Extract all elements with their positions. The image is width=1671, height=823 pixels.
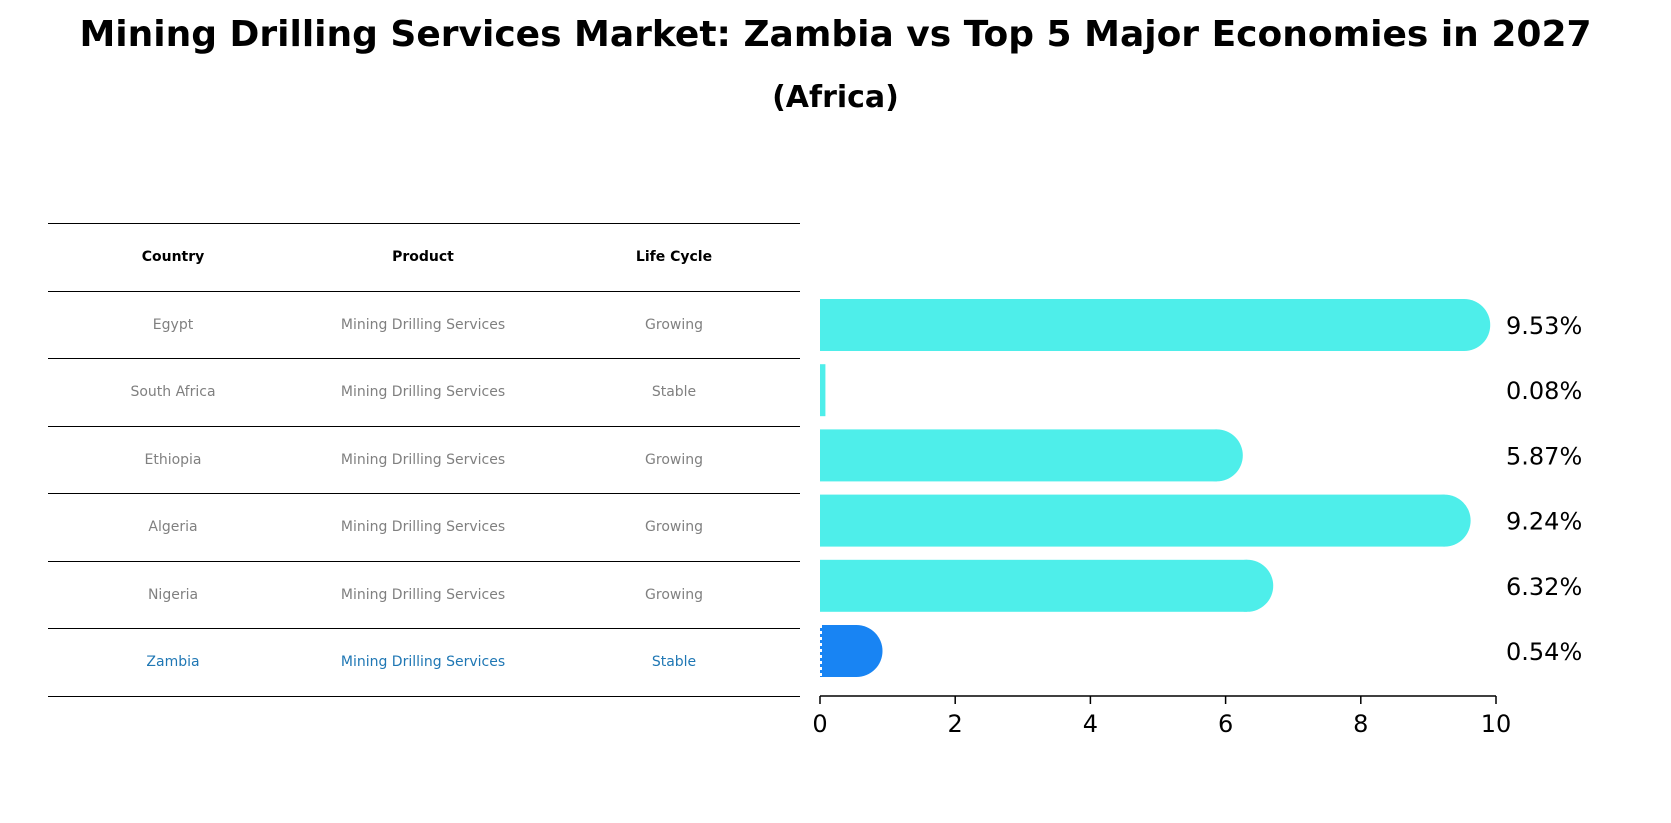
cell-country: Zambia bbox=[146, 654, 200, 671]
x-tick-label: 4 bbox=[1083, 710, 1098, 738]
cell-product: Mining Drilling Services bbox=[340, 451, 506, 468]
x-tick-label: 10 bbox=[1481, 710, 1512, 738]
bar-ethiopia bbox=[820, 429, 1243, 482]
bar-cap bbox=[830, 625, 883, 677]
value-label: 0.54% bbox=[1506, 638, 1582, 666]
table-row: Algeria Mining Drilling Services Growing bbox=[48, 493, 800, 561]
cell-country: Ethiopia bbox=[144, 451, 202, 468]
cell-life-cycle: Stable bbox=[651, 654, 697, 671]
bar-cap bbox=[1221, 559, 1274, 612]
table-row-highlight: Zambia Mining Drilling Services Stable bbox=[48, 628, 800, 697]
cell-country: South Africa bbox=[130, 384, 216, 401]
header-product: Product bbox=[392, 249, 454, 266]
cell-country: Egypt bbox=[152, 316, 194, 333]
table-row: Nigeria Mining Drilling Services Growing bbox=[48, 560, 800, 629]
cell-life-cycle: Growing bbox=[645, 451, 703, 468]
bar-body bbox=[820, 364, 826, 417]
bar-cap bbox=[1438, 299, 1491, 351]
value-label: 9.53% bbox=[1506, 312, 1582, 340]
table-row: Ethiopia Mining Drilling Services Growin… bbox=[48, 425, 800, 494]
table-row: South Africa Mining Drilling Services St… bbox=[48, 358, 800, 426]
cell-product: Mining Drilling Services bbox=[340, 586, 506, 603]
bar-cap bbox=[1190, 429, 1243, 482]
value-label: 6.32% bbox=[1506, 573, 1582, 601]
cell-country: Algeria bbox=[148, 519, 198, 536]
bar-egypt bbox=[820, 299, 1491, 351]
table-header-row: Country Product Life Cycle bbox=[48, 223, 800, 291]
x-tick-label: 2 bbox=[948, 710, 963, 738]
cell-life-cycle: Growing bbox=[645, 586, 703, 603]
cell-product: Mining Drilling Services bbox=[340, 316, 506, 333]
x-tick-label: 6 bbox=[1218, 710, 1233, 738]
bar-body bbox=[820, 559, 1248, 612]
chart-title: Mining Drilling Services Market: Zambia … bbox=[79, 14, 1592, 55]
bar-body bbox=[820, 299, 1465, 351]
bar-algeria bbox=[820, 494, 1471, 547]
x-tick-label: 8 bbox=[1353, 710, 1368, 738]
bar-nigeria bbox=[820, 559, 1274, 612]
cell-product: Mining Drilling Services bbox=[340, 384, 506, 401]
bar-zambia bbox=[820, 625, 883, 677]
value-label: 0.08% bbox=[1506, 377, 1582, 405]
table-row: Egypt Mining Drilling Services Growing bbox=[48, 290, 800, 359]
bar-south-africa bbox=[820, 364, 826, 417]
value-label: 9.24% bbox=[1506, 508, 1582, 536]
cell-life-cycle: Growing bbox=[645, 316, 703, 333]
cell-product: Mining Drilling Services bbox=[340, 519, 506, 536]
bar-body bbox=[820, 429, 1217, 482]
value-label: 5.87% bbox=[1506, 442, 1582, 470]
bar-cap bbox=[1418, 494, 1471, 547]
chart-subtitle: (Africa) bbox=[772, 80, 899, 115]
comparison-table: Country Product Life Cycle Egypt Mining … bbox=[48, 223, 800, 697]
header-country: Country bbox=[141, 249, 205, 266]
x-tick-label: 0 bbox=[812, 710, 827, 738]
cell-product: Mining Drilling Services bbox=[340, 654, 506, 671]
cell-life-cycle: Growing bbox=[645, 519, 703, 536]
bar-body bbox=[820, 494, 1445, 547]
cell-country: Nigeria bbox=[147, 586, 199, 603]
header-life-cycle: Life Cycle bbox=[635, 249, 713, 266]
cell-life-cycle: Stable bbox=[651, 384, 697, 401]
